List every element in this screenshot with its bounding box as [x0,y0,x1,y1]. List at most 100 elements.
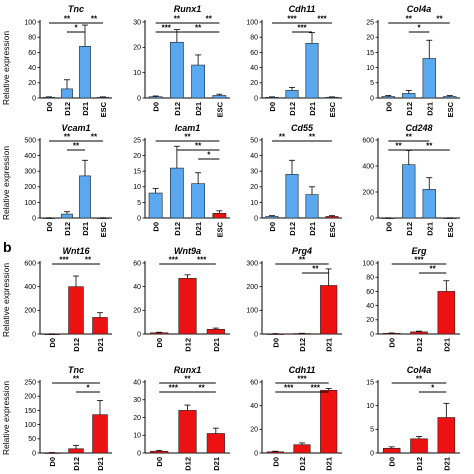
category-label: D21 [425,102,434,116]
bar [320,389,338,454]
category-label: D0 [48,338,57,348]
y-tick-label: 20 [250,427,258,434]
bar [293,444,311,454]
category-label: D0 [271,338,280,348]
category-label: D21 [81,222,90,236]
significance-label: ** [91,133,98,142]
bar [437,417,456,454]
y-tick-label: 60 [133,260,141,267]
significance-label: ** [199,384,206,393]
category-label: D21 [96,457,105,471]
category-label: D12 [415,338,424,352]
y-tick-label: 10 [250,200,258,207]
significance-label: *** [317,15,327,24]
chart-title: Erg [411,246,427,256]
bar [178,278,197,335]
significance-label: * [417,24,421,33]
y-tick-label: 400 [24,153,36,160]
y-tick-label: 15 [133,169,141,176]
y-tick-label: 200 [246,284,258,291]
y-tick-label: 5 [370,427,374,434]
significance-label: *** [169,384,179,393]
y-tick-label: 80 [366,275,374,282]
y-tick-label: 60 [28,50,36,57]
significance-label: * [207,151,211,160]
bar [150,332,169,335]
category-label: D0 [45,102,54,112]
chart-title: Prg4 [292,246,312,256]
bar [325,96,339,99]
significance-label: ** [416,375,423,384]
significance-label: ** [299,256,306,265]
significance-label: ** [174,15,181,24]
significance-label: ** [430,265,437,274]
category-label: D21 [194,102,203,116]
bar [178,410,197,454]
y-tick-label: 600 [24,260,36,267]
significance-label: ** [195,24,202,33]
y-tick-label: 20 [133,308,141,315]
y-tick-label: 5 [370,80,374,87]
y-tick-label: 15 [366,50,374,57]
panel-letter-b: b [3,239,12,255]
bar [97,96,109,99]
chart-title: Cdh11 [289,4,316,14]
category-label: D12 [184,338,193,352]
y-tick-label: 0 [137,450,141,457]
category-label: D21 [96,338,105,352]
category-label: D0 [384,222,393,232]
y-tick-label: 25 [133,137,141,144]
significance-label: ** [309,133,316,142]
chart-title: Cd55 [291,123,314,133]
y-tick-label: 100 [24,19,36,26]
category-label: ESC [215,221,224,237]
chart-title: Tnc [68,365,84,375]
significance-label: ** [195,142,202,151]
bar [285,90,299,99]
y-tick-label: 0 [370,450,374,457]
ylabel-row-1: Relative expression [1,31,11,105]
significance-label: *** [311,384,321,393]
y-tick-label: 300 [24,169,36,176]
y-tick-label: 0 [254,95,258,102]
category-label: D12 [173,102,182,116]
category-label: D21 [325,338,334,352]
significance-label: *** [169,256,179,265]
y-tick-label: 25 [366,19,374,26]
significance-label: ** [426,142,433,151]
bar [325,216,339,219]
bar [61,88,73,99]
category-label: D0 [152,222,161,232]
y-tick-label: 150 [24,408,36,415]
bar [266,451,284,454]
bar [422,58,436,99]
y-tick-label: 0 [254,215,258,222]
y-tick-label: 80 [250,35,258,42]
category-label: D12 [288,102,297,116]
category-label: D12 [415,457,424,471]
y-tick-label: 0 [370,331,374,338]
significance-label: ** [206,15,213,24]
significance-label: ** [184,375,191,384]
bar [410,438,428,454]
category-label: D12 [184,457,193,471]
y-tick-label: 50 [250,137,258,144]
y-tick-label: 0 [370,215,374,222]
bar [402,164,416,219]
chart-title: Cdh11 [289,365,316,375]
category-label: ESC [446,101,455,117]
y-tick-label: 250 [24,379,36,386]
category-label: D0 [155,457,164,467]
ylabel-row-2: Relative expression [1,146,11,220]
significance-label: ** [73,142,80,151]
bar [148,192,163,219]
chart-title: Wnt16 [63,246,91,256]
category-label: ESC [328,221,337,237]
category-label: D0 [388,457,397,467]
category-label: D0 [152,102,161,112]
